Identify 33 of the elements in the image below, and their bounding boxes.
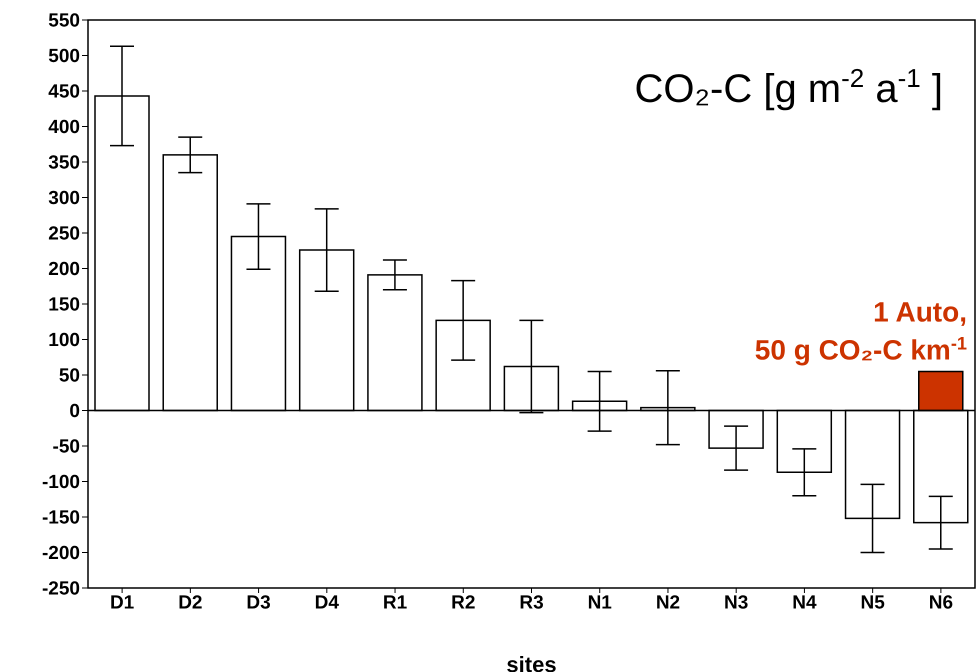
x-tick-label: N1 (588, 592, 612, 614)
y-tick-label: -100 (42, 472, 80, 494)
x-axis-title: sites (506, 652, 557, 672)
y-tick-label: -250 (42, 578, 80, 600)
y-tick-label: 350 (48, 152, 80, 174)
x-tick-label: N4 (792, 592, 817, 614)
y-tick-label: 50 (58, 366, 80, 387)
y-tick-label: 450 (48, 82, 80, 103)
x-tick-label: N5 (860, 592, 886, 614)
x-tick-label: D2 (178, 592, 202, 614)
x-tick-label: R1 (382, 592, 408, 614)
y-tick-label: 100 (48, 330, 80, 352)
x-tick-label: D3 (246, 592, 271, 614)
x-tick-label: N3 (724, 592, 748, 614)
y-tick-label: 400 (48, 117, 80, 138)
x-tick-label: D1 (110, 592, 135, 614)
x-tick-label: D4 (314, 592, 340, 614)
x-tick-label: N2 (656, 592, 680, 614)
y-tick-label: 500 (48, 46, 80, 68)
y-tick-label: -150 (42, 508, 80, 529)
x-tick-label: R2 (451, 592, 476, 614)
y-tick-label: 0 (69, 401, 80, 422)
y-tick-label: 150 (48, 294, 80, 316)
y-tick-label: 550 (48, 10, 80, 32)
y-tick-label: -200 (42, 543, 80, 564)
y-tick-label: 250 (48, 224, 80, 245)
annotation: 1 Auto, 50 g CO₂-C km$^{-1}$ (754, 296, 967, 366)
y-tick-label: 200 (48, 259, 80, 280)
y-tick-label: 300 (48, 188, 80, 210)
x-tick-label: N6 (928, 592, 954, 614)
y-tick-label: -50 (52, 436, 80, 458)
text: CO₂-C [g m$^{-2}$ a$^{-1}$] (634, 63, 943, 111)
x-tick-label: R3 (519, 592, 544, 614)
